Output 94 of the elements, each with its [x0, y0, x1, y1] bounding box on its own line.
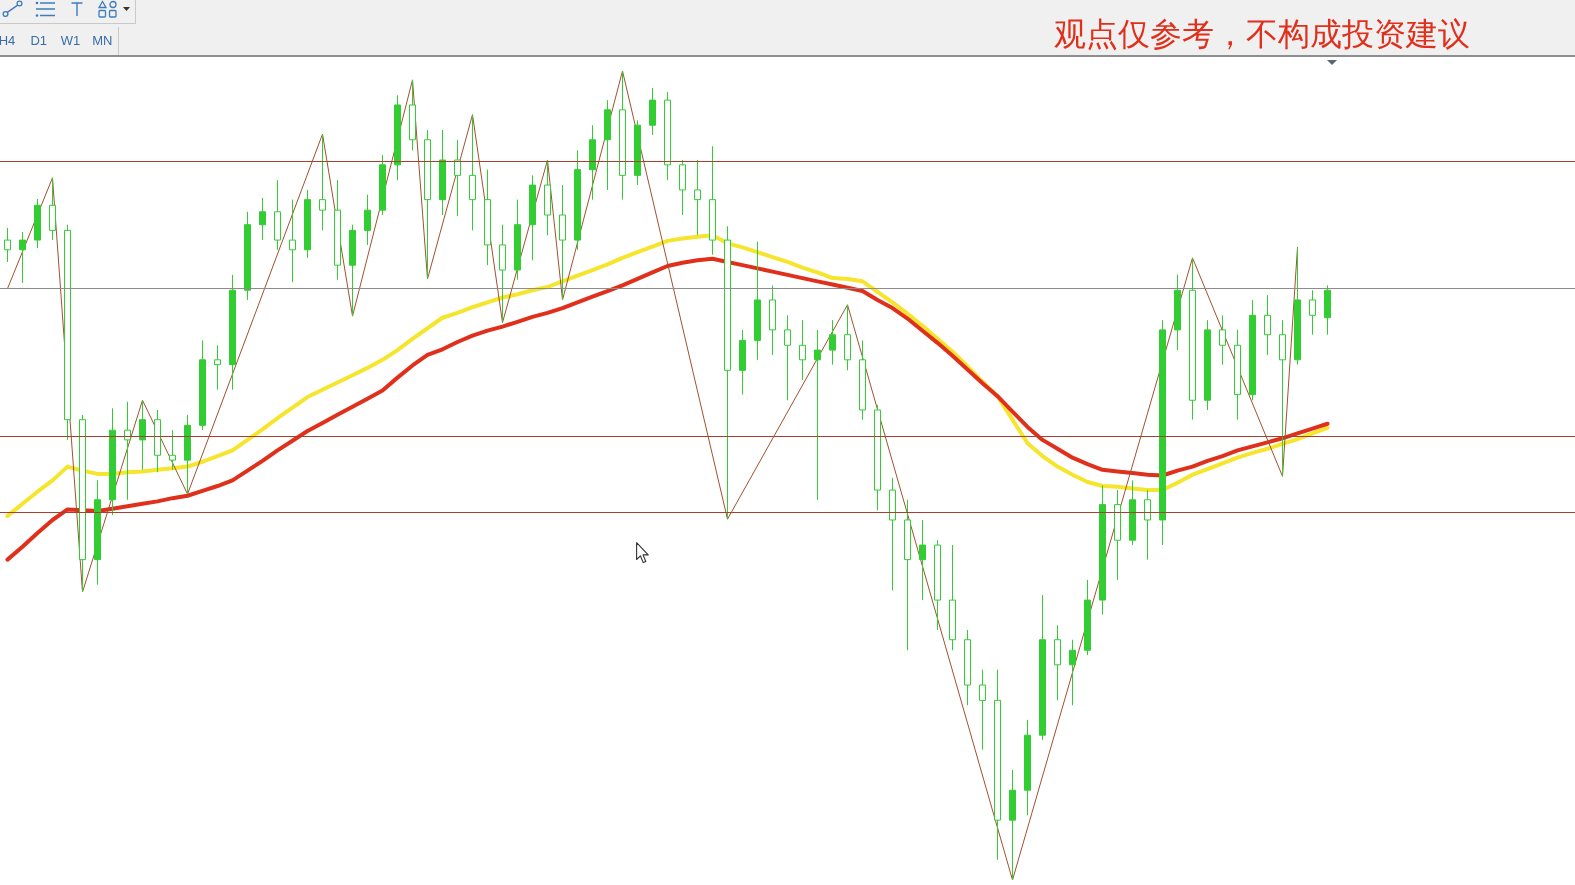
candlestick — [1294, 246, 1301, 366]
candlestick — [994, 669, 1001, 861]
candlestick — [34, 198, 41, 249]
candlestick — [724, 225, 731, 520]
candlestick — [319, 133, 326, 231]
candlestick — [1069, 639, 1076, 706]
candlestick — [1024, 719, 1031, 816]
candlestick — [1084, 579, 1091, 656]
candlestick — [799, 319, 806, 381]
candlestick — [1249, 299, 1256, 401]
candlestick — [904, 499, 911, 651]
candlestick — [649, 87, 656, 136]
candlestick — [1144, 489, 1151, 561]
candlestick — [289, 199, 296, 283]
candlestick — [874, 404, 881, 511]
candlestick — [1009, 769, 1016, 881]
candlestick — [574, 149, 581, 251]
candlestick — [214, 344, 221, 391]
candlestick — [529, 174, 536, 261]
candlestick — [664, 91, 671, 181]
text: H4 — [0, 33, 16, 49]
candlestick — [634, 119, 641, 186]
text: MN — [92, 33, 113, 49]
candlestick — [124, 401, 131, 501]
candlestick — [244, 211, 251, 301]
candlestick — [514, 199, 521, 281]
text: W1 — [60, 33, 81, 49]
candlestick — [424, 129, 431, 280]
candlestick — [1099, 484, 1106, 616]
candlestick — [229, 274, 236, 391]
candlestick — [1174, 274, 1181, 351]
candlestick — [184, 414, 191, 495]
candlestick — [154, 409, 161, 473]
candlestick — [559, 184, 566, 301]
candlestick — [139, 399, 146, 471]
candlestick — [814, 329, 821, 501]
candlestick — [499, 224, 506, 324]
candlestick — [79, 414, 86, 593]
candlestick — [1114, 489, 1121, 581]
candlestick — [844, 304, 851, 371]
candlestick — [1054, 624, 1061, 701]
candlestick — [1189, 257, 1196, 421]
candlestick — [1324, 284, 1331, 336]
candlestick — [1264, 294, 1271, 356]
candlestick — [889, 477, 896, 591]
candlestick — [274, 179, 281, 251]
text: D1 — [30, 33, 48, 49]
candlestick — [679, 159, 686, 216]
candlestick — [604, 99, 611, 191]
candlestick — [949, 544, 956, 651]
candlestick — [94, 479, 101, 586]
candlestick — [259, 197, 266, 241]
candlestick — [19, 231, 26, 284]
candlestick — [829, 319, 836, 366]
candlestick — [709, 145, 716, 256]
candlestick — [1129, 479, 1136, 546]
candlestick — [739, 329, 746, 396]
candlestick — [589, 124, 596, 201]
candlestick — [934, 539, 941, 631]
candlestick — [364, 194, 371, 246]
candlestick — [394, 94, 401, 181]
candlestick — [979, 669, 986, 751]
candlestick — [1309, 289, 1316, 336]
candlestick — [859, 339, 866, 421]
candlestick — [379, 154, 386, 216]
candlestick — [919, 519, 926, 601]
candlestick — [1204, 319, 1211, 411]
candlestick — [694, 159, 701, 236]
candlestick — [1039, 594, 1046, 741]
candlestick — [349, 224, 356, 317]
candlestick — [469, 114, 476, 231]
candlestick — [1234, 329, 1241, 421]
text: 观点仅参考，不构成投资建议 — [1054, 15, 1470, 53]
candlestick — [169, 429, 176, 471]
candlestick — [484, 169, 491, 266]
candlestick — [964, 629, 971, 706]
candlestick — [544, 159, 551, 236]
candlestick — [754, 241, 761, 361]
candlestick — [619, 70, 626, 201]
candlestick — [334, 179, 341, 281]
candlestick — [1219, 314, 1226, 366]
candlestick — [199, 339, 206, 431]
candlestick — [304, 189, 311, 259]
candlestick — [409, 79, 416, 151]
candlestick — [64, 224, 71, 441]
candlestick — [769, 284, 776, 356]
candlestick — [1279, 319, 1286, 477]
candlestick — [49, 177, 56, 241]
candlestick — [439, 129, 446, 216]
candlestick — [1159, 319, 1166, 546]
candlestick — [784, 314, 791, 401]
candlestick — [4, 227, 11, 263]
candlestick — [454, 139, 461, 217]
candlestick — [109, 407, 116, 516]
